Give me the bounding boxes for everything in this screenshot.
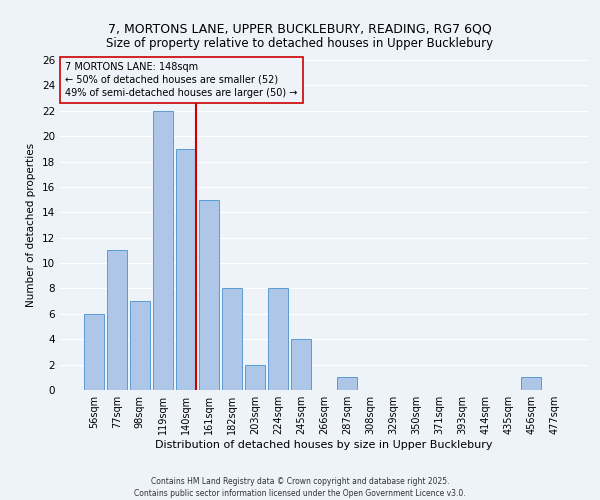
Bar xyxy=(84,314,104,390)
Y-axis label: Number of detached properties: Number of detached properties xyxy=(26,143,37,307)
Bar xyxy=(176,149,196,390)
Text: Size of property relative to detached houses in Upper Bucklebury: Size of property relative to detached ho… xyxy=(106,38,494,51)
Bar xyxy=(521,378,541,390)
Bar xyxy=(268,288,288,390)
Text: Contains HM Land Registry data © Crown copyright and database right 2025.
Contai: Contains HM Land Registry data © Crown c… xyxy=(134,476,466,498)
X-axis label: Distribution of detached houses by size in Upper Bucklebury: Distribution of detached houses by size … xyxy=(155,440,493,450)
Bar xyxy=(153,111,173,390)
Bar xyxy=(130,301,149,390)
Bar xyxy=(291,339,311,390)
Bar xyxy=(222,288,242,390)
Bar xyxy=(245,364,265,390)
Bar xyxy=(337,378,357,390)
Bar xyxy=(107,250,127,390)
Text: 7, MORTONS LANE, UPPER BUCKLEBURY, READING, RG7 6QQ: 7, MORTONS LANE, UPPER BUCKLEBURY, READI… xyxy=(108,22,492,36)
Text: 7 MORTONS LANE: 148sqm
← 50% of detached houses are smaller (52)
49% of semi-det: 7 MORTONS LANE: 148sqm ← 50% of detached… xyxy=(65,62,298,98)
Bar xyxy=(199,200,218,390)
